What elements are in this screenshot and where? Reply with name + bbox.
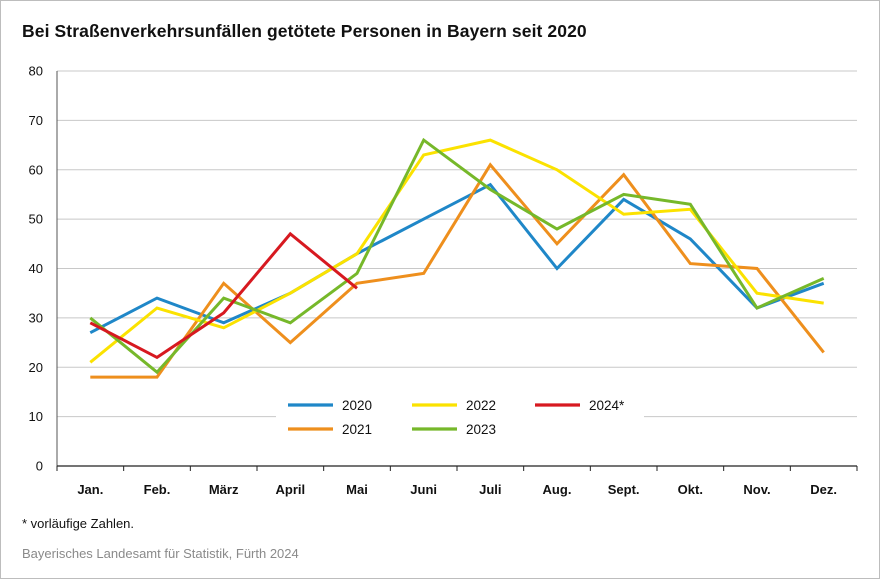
legend-label-2022: 2022 <box>466 398 496 413</box>
grid-lines <box>57 70 857 418</box>
x-tick-label: Aug. <box>543 482 572 497</box>
y-tick-label: 80 <box>29 64 43 79</box>
y-tick-label: 60 <box>29 162 43 177</box>
series-line-2023 <box>89 137 825 375</box>
x-tick-label: Feb. <box>144 482 171 497</box>
legend-label-2020: 2020 <box>342 398 372 413</box>
y-tick-label: 30 <box>29 310 43 325</box>
axes <box>56 71 857 467</box>
legend: 2020 2021 2022 2023 2024* <box>276 391 644 443</box>
footnote: * vorläufige Zahlen. <box>22 516 135 531</box>
y-tick-label: 0 <box>36 459 43 474</box>
x-tick-label: Nov. <box>743 482 770 497</box>
chart-title: Bei Straßenverkehrsunfällen getötete Per… <box>22 21 587 41</box>
legend-label-2024: 2024* <box>589 398 625 413</box>
x-tick-label: Jan. <box>77 482 103 497</box>
x-tick-label: März <box>209 482 239 497</box>
legend-label-2023: 2023 <box>466 422 496 437</box>
legend-label-2021: 2021 <box>342 422 372 437</box>
source-note: Bayerisches Landesamt für Statistik, Für… <box>22 546 299 561</box>
x-tick-label: Mai <box>346 482 368 497</box>
y-tick-label: 50 <box>29 212 43 227</box>
y-tick-label: 20 <box>29 360 43 375</box>
x-tick-label: Juli <box>479 482 501 497</box>
series-line-2021 <box>90 162 825 379</box>
series-lines <box>89 137 825 379</box>
x-tick-label: Sept. <box>608 482 640 497</box>
x-tick-label: Dez. <box>810 482 837 497</box>
y-tick-label: 40 <box>29 261 43 276</box>
x-tick-label: Okt. <box>678 482 703 497</box>
series-line-2020 <box>89 182 825 335</box>
series-line-2024 <box>89 231 358 360</box>
x-tick-label: Juni <box>410 482 437 497</box>
x-axis-ticks: Jan. Feb. März April Mai Juni Juli Aug. Sept. Okt… <box>56 466 858 497</box>
x-tick-label: April <box>276 482 306 497</box>
y-axis-ticks: 0 10 20 30 40 50 60 70 80 <box>29 64 43 474</box>
y-tick-label: 70 <box>29 113 43 128</box>
y-tick-label: 10 <box>29 409 43 424</box>
legend-background <box>276 391 644 443</box>
